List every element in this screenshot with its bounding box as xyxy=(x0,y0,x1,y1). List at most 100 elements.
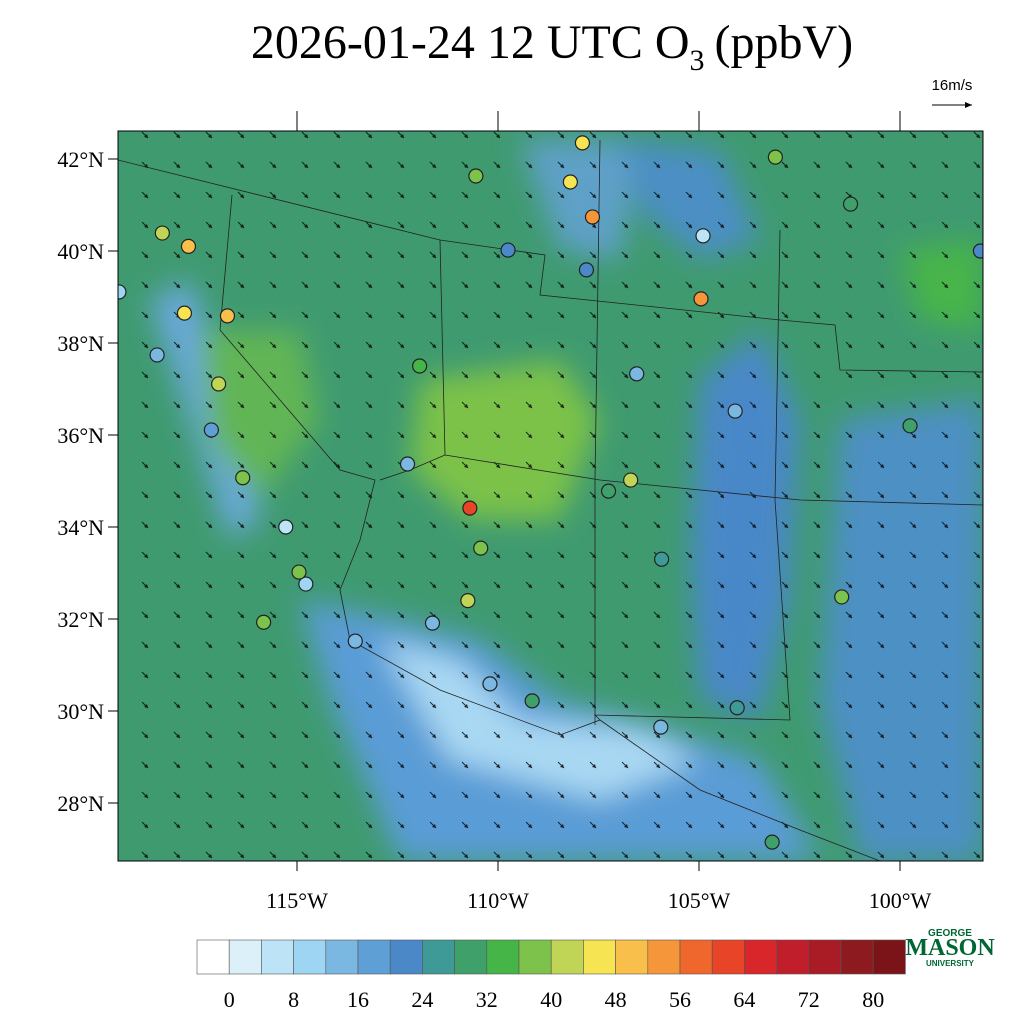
colorbar-label: 40 xyxy=(540,987,562,1012)
colorbar-box xyxy=(196,939,230,975)
title: 2026-01-24 12 UTC O3 (ppbV) xyxy=(251,16,853,77)
colorbar-label: 56 xyxy=(669,987,691,1012)
station xyxy=(211,376,227,392)
station xyxy=(764,834,780,850)
colorbar-box xyxy=(808,939,842,975)
station xyxy=(600,483,617,499)
lat-label: 32°N xyxy=(57,607,104,632)
colorbar-box xyxy=(711,939,745,975)
station xyxy=(468,168,484,184)
station xyxy=(149,347,165,363)
colorbar-box xyxy=(550,939,584,975)
colorbar-label: 0 xyxy=(224,987,235,1012)
colorbar-box xyxy=(872,939,906,975)
lon-label: 105°W xyxy=(668,888,731,913)
colorbar-box xyxy=(840,939,874,975)
lat-label: 38°N xyxy=(57,331,104,356)
colorbar-box xyxy=(615,939,649,975)
station xyxy=(578,262,595,278)
axes: 42°N 40°N 38°N 36°N 34°N 32°N 30°N 28°N 115°W 110… xyxy=(57,111,932,913)
station xyxy=(347,633,363,649)
colorbar-label: 72 xyxy=(798,987,820,1012)
lon-label: 100°W xyxy=(869,888,932,913)
map xyxy=(118,131,983,861)
station xyxy=(118,284,127,300)
station xyxy=(693,291,709,307)
colorbar-label: 8 xyxy=(288,987,299,1012)
colorbar-box xyxy=(486,939,520,975)
logo-bottom: UNIVERSITY xyxy=(926,959,975,968)
station xyxy=(842,196,859,212)
state-borders xyxy=(118,139,983,861)
colorbar-box xyxy=(679,939,713,975)
station xyxy=(562,174,578,190)
lat-label: 40°N xyxy=(57,239,104,264)
station xyxy=(482,676,498,692)
colorbar-label: 48 xyxy=(605,987,627,1012)
colorbar-box xyxy=(228,939,262,975)
wind-vectors xyxy=(118,131,983,861)
colorbar-label: 16 xyxy=(347,987,369,1012)
lat-label: 42°N xyxy=(57,147,104,172)
station xyxy=(695,228,711,244)
station xyxy=(180,238,197,254)
station xyxy=(584,209,601,225)
station xyxy=(291,564,307,580)
station xyxy=(834,589,850,605)
station xyxy=(154,225,170,241)
colorbar-label: 24 xyxy=(411,987,433,1012)
station xyxy=(399,456,416,472)
logo-name: MASON xyxy=(905,935,995,961)
colorbar: 0 8 16 24 32 40 48 56 64 72 80 xyxy=(196,939,906,1012)
lon-label: 115°W xyxy=(266,888,328,913)
colorbar-box xyxy=(518,939,552,975)
colorbar-box xyxy=(454,939,488,975)
lat-label: 36°N xyxy=(57,423,104,448)
station xyxy=(629,366,645,382)
colorbar-box xyxy=(422,939,455,975)
lon-label: 110°W xyxy=(467,888,529,913)
colorbar-box xyxy=(293,939,327,975)
station xyxy=(424,615,441,631)
station xyxy=(219,308,236,324)
colorbar-box xyxy=(357,939,391,975)
station xyxy=(902,418,918,434)
station xyxy=(298,576,314,592)
station xyxy=(462,500,478,516)
station xyxy=(412,358,428,374)
station xyxy=(729,700,745,716)
station xyxy=(623,472,639,488)
colorbar-box xyxy=(261,939,294,975)
station xyxy=(473,540,489,556)
colorbar-box xyxy=(583,939,616,975)
colorbar-box xyxy=(389,939,423,975)
station xyxy=(235,470,251,486)
wind-scale-head xyxy=(965,102,972,108)
colorbar-box xyxy=(325,939,359,975)
wind-scale-label: 16m/s xyxy=(932,77,973,94)
station xyxy=(767,149,783,165)
station xyxy=(256,614,272,630)
station xyxy=(203,422,219,438)
station xyxy=(176,305,193,321)
station xyxy=(278,519,294,535)
lat-label: 34°N xyxy=(57,515,104,540)
station xyxy=(574,135,591,151)
station xyxy=(460,592,476,609)
lat-label: 28°N xyxy=(57,791,104,816)
colorbar-box xyxy=(776,939,810,975)
station xyxy=(727,403,743,419)
station xyxy=(654,551,670,567)
colorbar-box xyxy=(647,939,681,975)
station xyxy=(972,243,983,259)
colorbar-label: 32 xyxy=(476,987,498,1012)
colorbar-box xyxy=(744,939,777,975)
station xyxy=(653,719,669,735)
map-frame xyxy=(117,130,984,862)
stations xyxy=(118,135,983,850)
colorbar-label: 80 xyxy=(862,987,884,1012)
colorbar-label: 64 xyxy=(733,987,755,1012)
lat-label: 30°N xyxy=(57,699,104,724)
logo-top: GEORGE xyxy=(928,928,972,939)
